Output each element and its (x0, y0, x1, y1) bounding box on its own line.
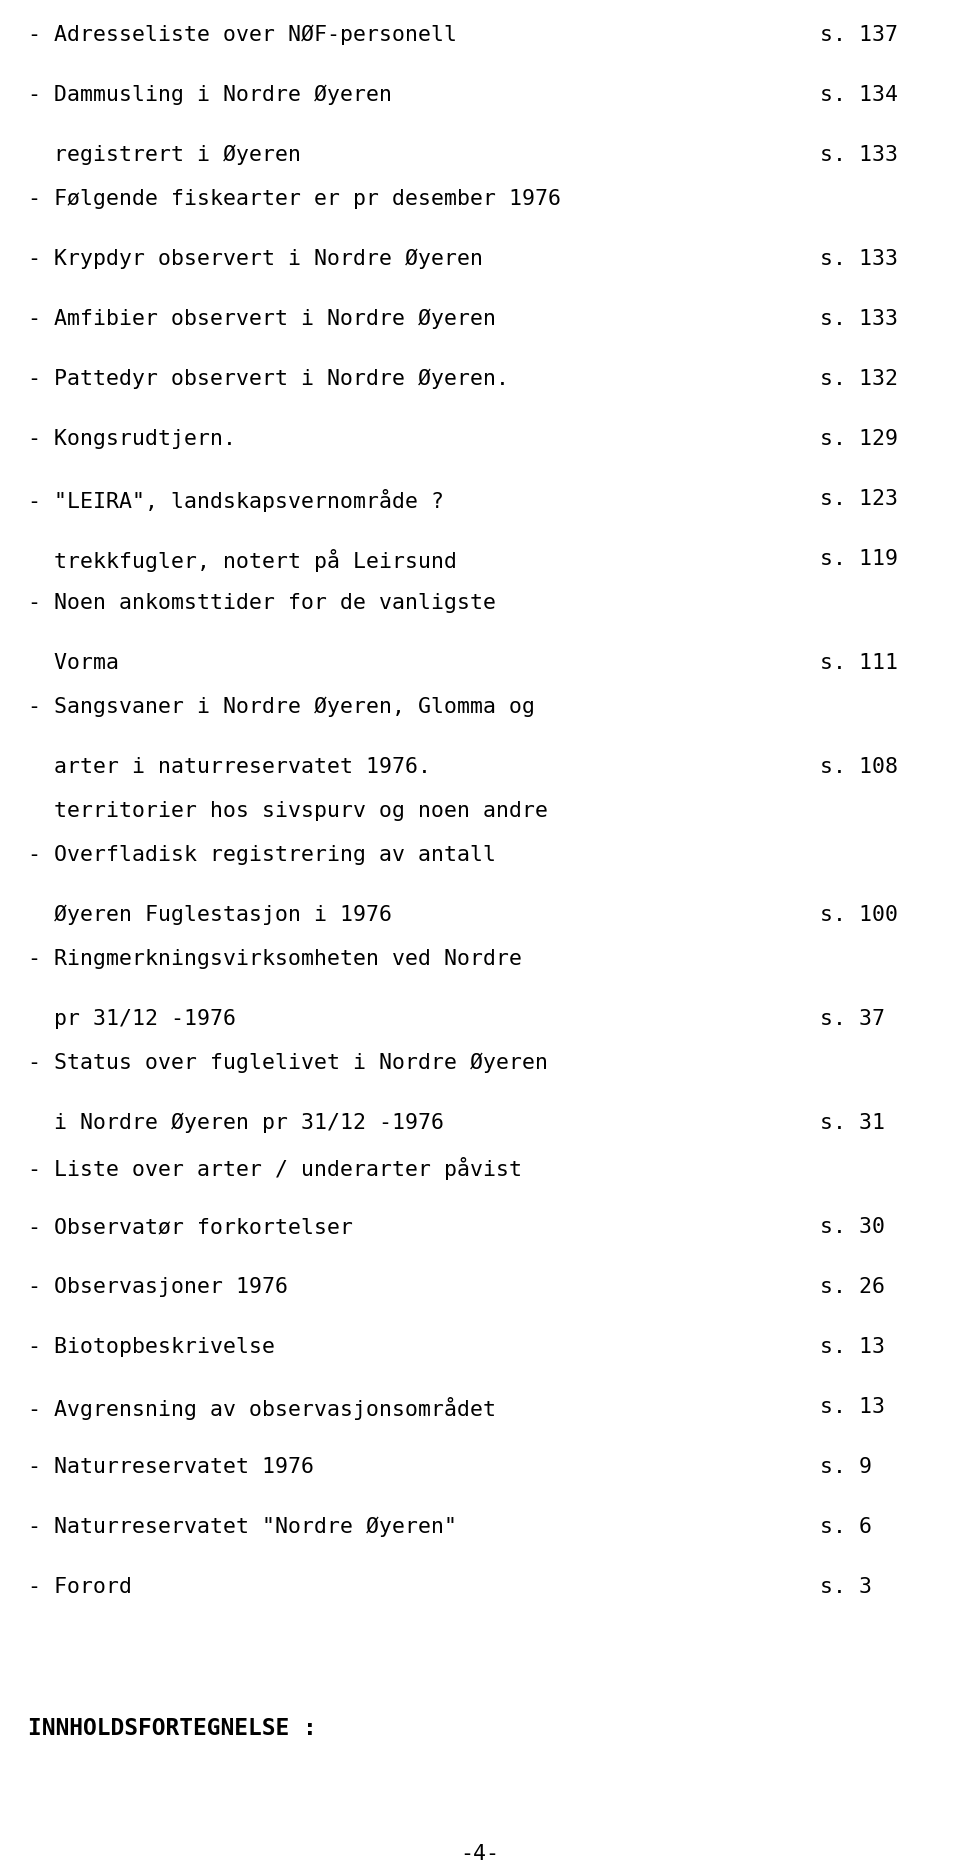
Text: s. 134: s. 134 (820, 84, 898, 105)
Text: arter i naturreservatet 1976.: arter i naturreservatet 1976. (28, 756, 431, 777)
Text: pr 31/12 -1976: pr 31/12 -1976 (28, 1009, 236, 1030)
Text: - Observatør forkortelser: - Observatør forkortelser (28, 1217, 353, 1237)
Text: s. 123: s. 123 (820, 489, 898, 509)
Text: s. 133: s. 133 (820, 144, 898, 165)
Text: - Sangsvaner i Nordre Øyeren, Glomma og: - Sangsvaner i Nordre Øyeren, Glomma og (28, 696, 535, 717)
Text: s. 3: s. 3 (820, 1576, 872, 1597)
Text: - Pattedyr observert i Nordre Øyeren.: - Pattedyr observert i Nordre Øyeren. (28, 369, 509, 389)
Text: s. 133: s. 133 (820, 309, 898, 329)
Text: - Avgrensning av observasjonsområdet: - Avgrensning av observasjonsområdet (28, 1397, 496, 1421)
Text: s. 133: s. 133 (820, 249, 898, 270)
Text: - Forord: - Forord (28, 1576, 132, 1597)
Text: s. 100: s. 100 (820, 904, 898, 925)
Text: s. 31: s. 31 (820, 1114, 885, 1133)
Text: - Ringmerkningsvirksomheten ved Nordre: - Ringmerkningsvirksomheten ved Nordre (28, 949, 522, 970)
Text: Vorma: Vorma (28, 653, 119, 674)
Text: - Liste over arter / underarter påvist: - Liste over arter / underarter påvist (28, 1157, 522, 1179)
Text: - Følgende fiskearter er pr desember 1976: - Følgende fiskearter er pr desember 197… (28, 189, 561, 210)
Text: INNHOLDSFORTEGNELSE :: INNHOLDSFORTEGNELSE : (28, 1717, 317, 1739)
Text: - Adresseliste over NØF-personell: - Adresseliste over NØF-personell (28, 24, 457, 45)
Text: s. 13: s. 13 (820, 1397, 885, 1417)
Text: s. 111: s. 111 (820, 653, 898, 674)
Text: Øyeren Fuglestasjon i 1976: Øyeren Fuglestasjon i 1976 (28, 904, 392, 925)
Text: s. 26: s. 26 (820, 1277, 885, 1297)
Text: - Status over fuglelivet i Nordre Øyeren: - Status over fuglelivet i Nordre Øyeren (28, 1052, 548, 1073)
Text: - Krypdyr observert i Nordre Øyeren: - Krypdyr observert i Nordre Øyeren (28, 249, 483, 270)
Text: - "LEIRA", landskapsvernområde ?: - "LEIRA", landskapsvernområde ? (28, 489, 444, 513)
Text: -4-: -4- (461, 1844, 499, 1865)
Text: i Nordre Øyeren pr 31/12 -1976: i Nordre Øyeren pr 31/12 -1976 (28, 1114, 444, 1133)
Text: - Amfibier observert i Nordre Øyeren: - Amfibier observert i Nordre Øyeren (28, 309, 496, 329)
Text: s. 132: s. 132 (820, 369, 898, 389)
Text: s. 137: s. 137 (820, 24, 898, 45)
Text: s. 9: s. 9 (820, 1456, 872, 1477)
Text: - Noen ankomsttider for de vanligste: - Noen ankomsttider for de vanligste (28, 593, 496, 612)
Text: - Naturreservatet 1976: - Naturreservatet 1976 (28, 1456, 314, 1477)
Text: - Biotopbeskrivelse: - Biotopbeskrivelse (28, 1337, 275, 1357)
Text: s. 37: s. 37 (820, 1009, 885, 1030)
Text: s. 119: s. 119 (820, 548, 898, 569)
Text: trekkfugler, notert på Leirsund: trekkfugler, notert på Leirsund (28, 548, 457, 573)
Text: registrert i Øyeren: registrert i Øyeren (28, 144, 301, 165)
Text: - Overfladisk registrering av antall: - Overfladisk registrering av antall (28, 844, 496, 865)
Text: - Dammusling i Nordre Øyeren: - Dammusling i Nordre Øyeren (28, 84, 392, 105)
Text: s. 108: s. 108 (820, 756, 898, 777)
Text: - Kongsrudtjern.: - Kongsrudtjern. (28, 429, 236, 449)
Text: - Observasjoner 1976: - Observasjoner 1976 (28, 1277, 288, 1297)
Text: s. 129: s. 129 (820, 429, 898, 449)
Text: s. 13: s. 13 (820, 1337, 885, 1357)
Text: territorier hos sivspurv og noen andre: territorier hos sivspurv og noen andre (28, 801, 548, 822)
Text: - Naturreservatet "Nordre Øyeren": - Naturreservatet "Nordre Øyeren" (28, 1516, 457, 1537)
Text: s. 30: s. 30 (820, 1217, 885, 1237)
Text: s. 6: s. 6 (820, 1516, 872, 1537)
